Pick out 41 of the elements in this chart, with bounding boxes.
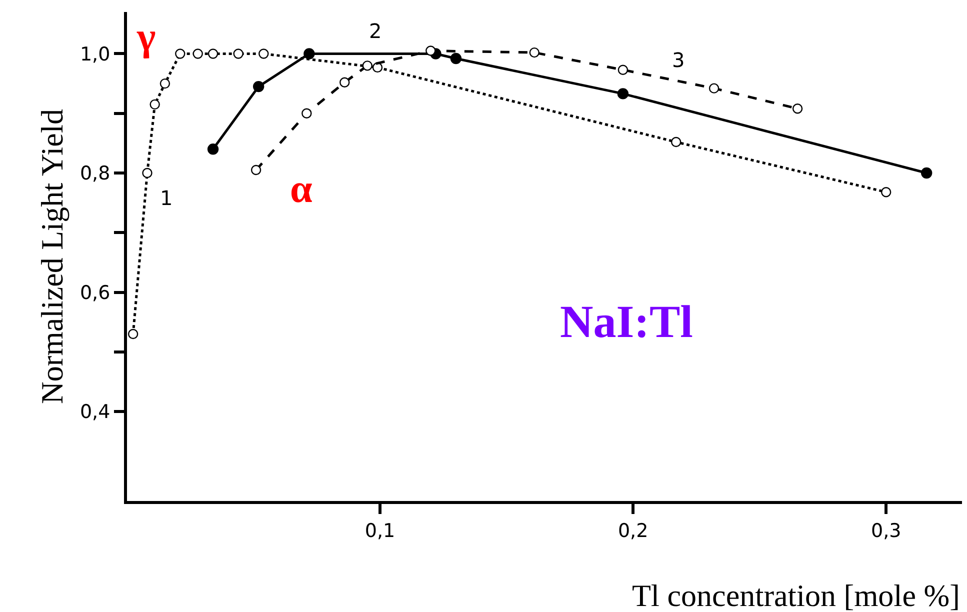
point (302, 108, 312, 118)
y-tick-label: 0,8 (80, 162, 110, 185)
point (207, 144, 219, 155)
x-tick-label: 0,1 (364, 520, 396, 542)
annotation: α (290, 166, 312, 211)
point (670, 136, 682, 148)
point (192, 48, 203, 59)
point (362, 60, 372, 71)
x-tick-label: 0,2 (618, 520, 648, 542)
point (304, 48, 315, 60)
point (618, 64, 628, 75)
point (233, 48, 244, 59)
point (920, 167, 932, 179)
x-tick-label: 0,3 (870, 520, 902, 542)
point (426, 46, 436, 56)
y-tick-label: 0,6 (80, 282, 110, 304)
point (250, 164, 262, 176)
point (258, 48, 269, 59)
y-axis-title: Normalized Light Yield (34, 108, 70, 404)
annotation: NaI:Tl (560, 296, 693, 347)
point (880, 187, 892, 198)
point (160, 78, 170, 89)
point (175, 48, 186, 59)
point (252, 80, 264, 92)
annotation: γ (136, 14, 156, 59)
point (128, 328, 138, 340)
point (450, 52, 462, 64)
point (617, 88, 629, 100)
point (150, 99, 160, 110)
annotation: 1 (160, 186, 173, 210)
x-axis-title: Tl concentration [mole %] (632, 578, 960, 612)
annotation: 3 (672, 48, 685, 72)
point (208, 48, 218, 59)
y-tick-label: 1,0 (80, 43, 110, 66)
point (792, 104, 803, 114)
annotation: 2 (369, 19, 382, 43)
point (529, 47, 540, 58)
point (142, 168, 152, 178)
point (340, 77, 350, 88)
point (708, 83, 720, 94)
y-tick-label: 0,4 (80, 401, 110, 424)
